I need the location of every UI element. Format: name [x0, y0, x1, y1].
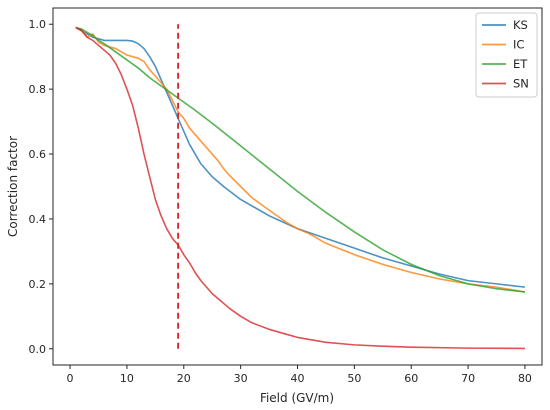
x-tick-label: 10 — [120, 372, 134, 385]
x-tick-label: 0 — [67, 372, 74, 385]
legend: KS IC ET SN — [475, 12, 538, 98]
y-tick-label: 0.2 — [29, 278, 47, 291]
x-tick-label: 60 — [404, 372, 418, 385]
y-axis-label: Correction factor — [6, 136, 20, 237]
x-tick-label: 20 — [177, 372, 191, 385]
x-tick-label: 80 — [518, 372, 532, 385]
series-line-sn — [75, 26, 525, 350]
legend-label-ks: KS — [513, 18, 528, 32]
legend-box — [475, 12, 538, 98]
y-tick-label: 0.4 — [29, 213, 47, 226]
legend-label-et: ET — [513, 57, 528, 71]
plot-area — [75, 24, 526, 350]
plot-frame — [52, 7, 543, 366]
y-tick-label: 0.8 — [29, 83, 47, 96]
x-tick-label: 30 — [234, 372, 248, 385]
y-tick-label: 0.6 — [29, 148, 47, 161]
x-axis-label: Field (GV/m) — [260, 391, 334, 405]
series-line-ks — [75, 26, 526, 288]
legend-label-ic: IC — [513, 38, 524, 52]
axes: 0 10 20 30 40 50 60 70 80 0.0 0.2 0.4 0.6 0.8 1.0 — [29, 18, 532, 385]
series-line-ic — [75, 26, 526, 293]
x-tick-label: 40 — [291, 372, 305, 385]
x-tick-label: 50 — [347, 372, 361, 385]
y-tick-label: 0.0 — [29, 343, 47, 356]
legend-label-sn: SN — [513, 77, 529, 91]
y-tick-label: 1.0 — [29, 18, 47, 31]
series-line-et — [75, 26, 526, 293]
x-tick-label: 70 — [461, 372, 475, 385]
